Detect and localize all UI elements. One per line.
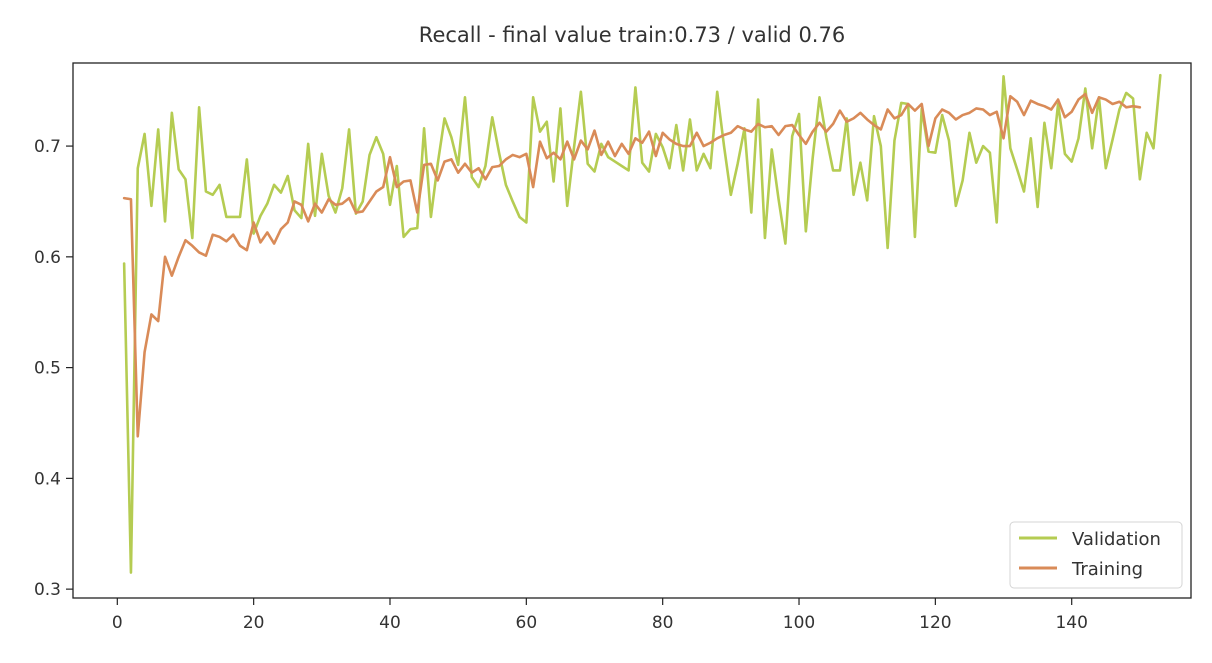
x-axis: 0 20 40 60 80 100 120 140 — [112, 598, 1088, 633]
x-tick-label: 100 — [783, 613, 815, 633]
y-tick-label: 0.6 — [34, 248, 61, 268]
x-tick-label: 0 — [112, 613, 123, 633]
legend-label-training: Training — [1071, 559, 1143, 580]
legend: Validation Training — [1009, 521, 1183, 589]
y-tick-label: 0.5 — [34, 359, 61, 379]
x-tick-label: 140 — [1055, 613, 1087, 633]
y-tick-label: 0.7 — [34, 137, 61, 157]
chart-title: Recall - final value train:0.73 / valid … — [419, 23, 845, 47]
x-tick-label: 40 — [379, 613, 401, 633]
series-line-training — [122, 92, 1142, 438]
plot-area-frame — [72, 62, 1192, 599]
x-tick-label: 20 — [243, 613, 265, 633]
y-axis: 0.3 0.4 0.5 0.6 0.7 — [34, 137, 73, 600]
y-tick-label: 0.4 — [34, 469, 61, 489]
x-tick-label: 60 — [516, 613, 538, 633]
series-layer — [122, 73, 1162, 574]
legend-label-validation: Validation — [1072, 529, 1161, 550]
series-line-validation — [122, 73, 1162, 574]
x-tick-label: 120 — [919, 613, 951, 633]
y-tick-label: 0.3 — [34, 580, 61, 600]
x-tick-label: 80 — [652, 613, 674, 633]
